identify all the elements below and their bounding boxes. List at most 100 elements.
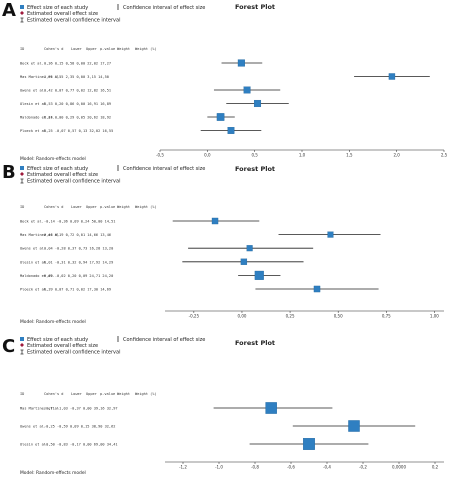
study-effect-marker xyxy=(254,270,264,280)
column-header: Cohen's d xyxy=(44,205,63,209)
study-effect-marker xyxy=(265,402,277,414)
legend-study-marker-icon xyxy=(20,5,24,9)
study-effect-marker xyxy=(227,127,235,134)
study-id-label: Beck et al. xyxy=(20,220,44,224)
study-id-label: Ploeck et al. xyxy=(20,288,48,292)
x-tick-label: 2,5 xyxy=(441,153,448,158)
column-header: Weight (%) xyxy=(135,47,157,51)
study-id-label: Olesin et al. xyxy=(20,102,48,106)
study-values-label: -0,50 -0,83 -0,17 0,00 69,00 34,41 xyxy=(44,443,118,447)
x-tick-label: 0,50 xyxy=(334,314,343,319)
column-header: Cohen's d xyxy=(44,392,63,396)
x-tick-label: 0,2 xyxy=(432,465,439,470)
column-header: p-value xyxy=(100,47,115,51)
study-id-label: Owens et al. xyxy=(20,89,46,93)
study-values-label: -0,14 -0,36 0,09 0,24 50,00 14,51 xyxy=(44,220,115,224)
x-tick-label: 0,25 xyxy=(286,314,295,319)
study-effect-marker xyxy=(211,217,219,225)
column-header: ID xyxy=(20,205,24,209)
legend-ci-label: Confidence interval of effect size xyxy=(123,337,205,343)
column-header: Weight (%) xyxy=(135,205,157,209)
x-tick-label: -0,4 xyxy=(323,465,331,470)
legend-overall-diamond-icon xyxy=(20,172,24,176)
model-label: Model: Random-effects model xyxy=(20,319,86,325)
x-tick-label: -0,5 xyxy=(156,153,164,158)
study-effect-marker xyxy=(237,59,245,67)
study-effect-marker xyxy=(246,245,253,252)
x-tick-label: 0,0000 xyxy=(392,465,406,470)
study-id-label: Maldonado et al. xyxy=(20,274,55,278)
study-values-label: 0,42 0,07 0,77 0,02 12,82 16,51 xyxy=(44,89,111,93)
column-header: Upper xyxy=(86,392,98,396)
legend-overall-diamond-icon xyxy=(20,343,24,347)
legend-overall-label: Estimated overall effect size xyxy=(27,11,98,17)
study-effect-marker xyxy=(327,231,334,238)
study-effect-marker xyxy=(216,113,225,121)
legend-overall-ci-label: Estimated overall confidence interval xyxy=(27,18,120,24)
column-header: ID xyxy=(20,47,24,51)
panel-label-a: A xyxy=(2,0,16,21)
study-values-label: 1,95 1,55 2,35 0,00 3,15 14,50 xyxy=(44,75,109,79)
plot-title-b: Forest Plot xyxy=(235,165,275,173)
column-header: Cohen's d xyxy=(44,47,63,51)
study-effect-marker xyxy=(243,86,251,94)
panel-label-c: C xyxy=(2,336,15,357)
study-effect-marker xyxy=(240,258,248,265)
study-values-label: 0,04 -0,28 0,37 0,73 16,28 13,20 xyxy=(44,247,113,251)
x-tick-label: -0,8 xyxy=(251,465,259,470)
plot-title-a: Forest Plot xyxy=(235,3,275,11)
study-values-label: 0,25 -0,07 0,57 0,13 32,02 16,55 xyxy=(44,129,113,133)
model-label: Model: Random-effects model xyxy=(20,470,86,476)
study-effect-marker xyxy=(348,420,360,432)
legend-ci-label: Confidence interval of effect size xyxy=(123,166,205,172)
study-values-label: 0,39 0,07 0,71 0,02 17,30 14,69 xyxy=(44,288,111,292)
x-tick-label: 1,0 xyxy=(299,153,306,158)
x-tick-label: -0,6 xyxy=(287,465,295,470)
legend-effect-label: Effect size of each study xyxy=(27,337,88,343)
column-header: Weight (%) xyxy=(135,392,157,396)
x-tick-label: 2,0 xyxy=(393,153,400,158)
column-header: p-value xyxy=(100,205,115,209)
column-header: Weight xyxy=(117,205,130,209)
x-tick-label: -1,0 xyxy=(215,465,223,470)
legend-ci-label: Confidence interval of effect size xyxy=(123,5,205,11)
legend-effect-label: Effect size of each study xyxy=(27,5,88,11)
x-tick-label: 0,75 xyxy=(382,314,391,319)
study-effect-marker xyxy=(253,99,262,108)
study-id-label: Mas Martinez et al. xyxy=(20,75,61,79)
study-id-label: Maldonado et al. xyxy=(20,116,55,120)
study-effect-marker xyxy=(388,73,396,80)
study-effect-marker xyxy=(313,285,321,293)
column-header: ID xyxy=(20,392,24,396)
study-id-label: Owens et al. xyxy=(20,247,46,251)
study-values-label: 0,14 0,00 0,29 0,05 20,62 18,92 xyxy=(44,116,111,120)
column-header: Lower xyxy=(71,47,83,51)
study-values-label: 0,01 -0,31 0,32 0,94 17,92 14,29 xyxy=(44,260,113,264)
x-tick-label: -0,2 xyxy=(359,465,367,470)
study-id-label: Olesin et al. xyxy=(20,443,48,447)
column-header: Upper xyxy=(86,47,98,51)
study-id-label: Mas Martinez et al. xyxy=(20,407,61,411)
model-label: Model: Random-effects model xyxy=(20,156,86,162)
study-values-label: 0,53 0,20 0,86 0,00 16,91 16,89 xyxy=(44,102,111,106)
x-tick-label: -1,2 xyxy=(179,465,187,470)
x-tick-label: 0,00 xyxy=(238,314,247,319)
legend-study-marker-icon xyxy=(20,337,24,341)
study-values-label: -0,25 -0,59 0,09 0,15 38,90 32,62 xyxy=(44,425,115,429)
study-id-label: Olesin et al. xyxy=(20,260,48,264)
column-header: Lower xyxy=(71,205,83,209)
study-id-label: Ploeck et al. xyxy=(20,129,48,133)
study-effect-marker xyxy=(303,438,315,450)
x-tick-label: 1,00 xyxy=(430,314,439,319)
panel-label-b: B xyxy=(2,162,16,183)
plot-title-c: Forest Plot xyxy=(235,339,275,347)
column-header: Weight xyxy=(117,392,130,396)
legend-overall-diamond-icon xyxy=(20,11,24,15)
legend-effect-label: Effect size of each study xyxy=(27,166,88,172)
x-tick-label: 0,0 xyxy=(204,153,211,158)
study-id-label: Owens et al. xyxy=(20,425,46,429)
legend-overall-ci-label: Estimated overall confidence interval xyxy=(27,179,120,185)
study-values-label: 0,46 0,19 0,72 0,01 14,66 13,46 xyxy=(44,233,111,237)
legend-overall-label: Estimated overall effect size xyxy=(27,343,98,349)
